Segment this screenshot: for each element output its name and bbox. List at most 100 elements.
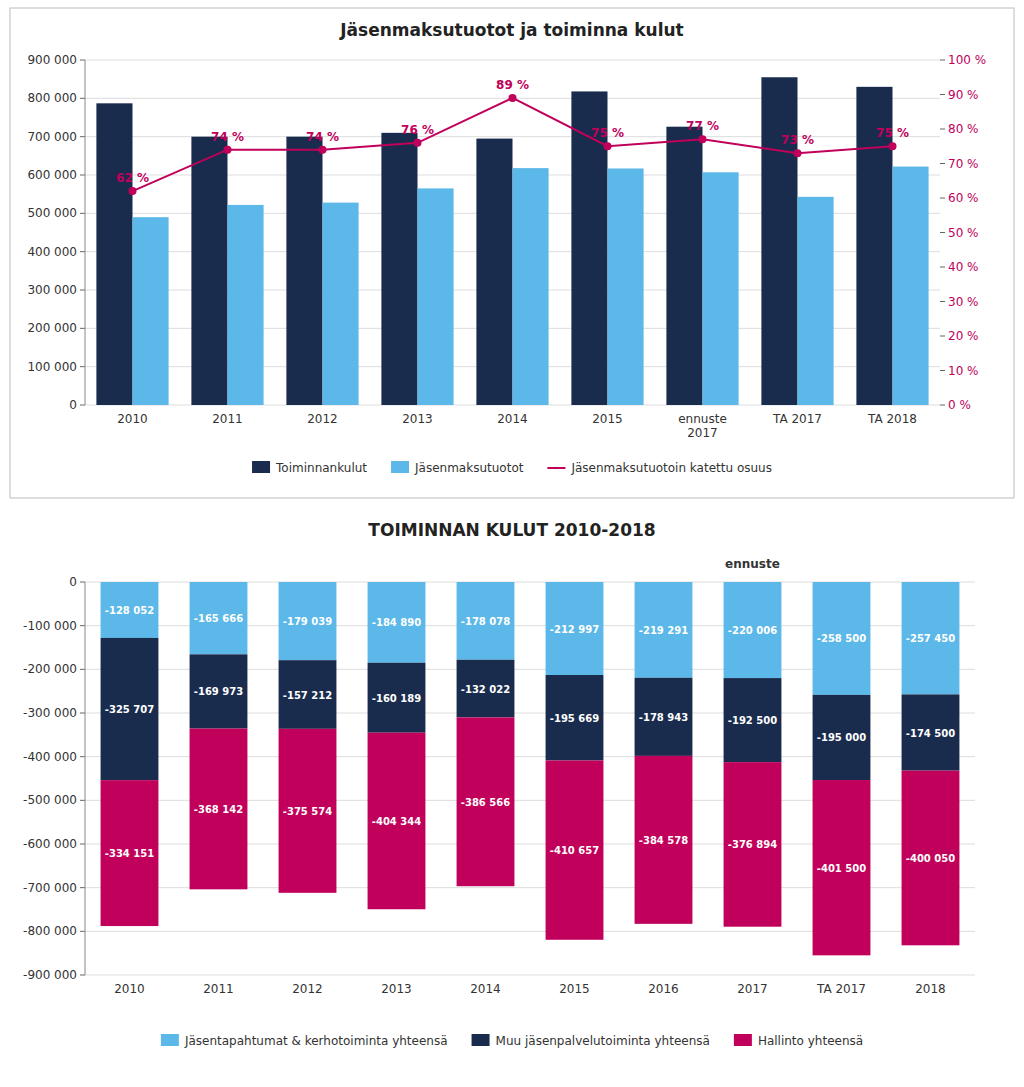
line-marker xyxy=(414,139,422,147)
bar-segment xyxy=(902,582,960,694)
y-tick-label: -200 000 xyxy=(23,662,77,676)
data-label: -128 052 xyxy=(105,605,154,616)
bar xyxy=(666,127,702,405)
bar-segment xyxy=(902,694,960,770)
data-label: 73 % xyxy=(781,133,814,147)
page: Jäsenmaksutuotot ja toiminna kulut0100 0… xyxy=(0,0,1024,1087)
y-tick-label: 100 000 xyxy=(27,360,77,374)
chart-title: TOIMINNAN KULUT 2010-2018 xyxy=(368,520,655,540)
x-tick-label-line: 2011 xyxy=(212,412,243,426)
bar-segment xyxy=(457,582,515,660)
y-tick-label: 900 000 xyxy=(27,53,77,67)
legend-label: Jäsenmaksutuotoin katettu osuus xyxy=(570,461,772,475)
data-label: -334 151 xyxy=(105,848,154,859)
line-marker xyxy=(224,146,232,154)
line-marker xyxy=(604,142,612,150)
x-tick-label-line: 2011 xyxy=(203,982,234,996)
y-tick xyxy=(80,405,85,406)
legend-item: Muu jäsenpalvelutoiminta yhteensä xyxy=(472,1034,710,1048)
y-tick xyxy=(80,366,85,367)
data-label: 75 % xyxy=(591,126,624,140)
x-tick-label-line: 2014 xyxy=(470,982,501,996)
y2-tick xyxy=(940,163,945,164)
y-tick xyxy=(80,98,85,99)
y2-tick xyxy=(940,370,945,371)
bar-segment xyxy=(724,582,782,678)
data-label: -165 666 xyxy=(194,613,243,624)
y-tick xyxy=(80,625,85,626)
bar-segment xyxy=(813,695,871,780)
legend-item: Hallinto yhteensä xyxy=(734,1034,863,1048)
y-tick-label: -700 000 xyxy=(23,881,77,895)
x-tick-label-line: ennuste xyxy=(678,412,727,426)
bar xyxy=(96,103,132,405)
marks xyxy=(96,77,928,405)
bar-segment xyxy=(368,733,426,910)
annotation: ennuste xyxy=(725,557,780,571)
x-tick-label: 2015 xyxy=(592,412,623,426)
legend-item: Jäsentapahtumat & kerhotoiminta yhteensä xyxy=(161,1034,448,1048)
bar-segment xyxy=(101,582,159,638)
y2-tick xyxy=(940,301,945,302)
legend-label: Muu jäsenpalvelutoiminta yhteensä xyxy=(496,1034,710,1048)
y2-tick-label: 70 % xyxy=(948,157,979,171)
y-tick xyxy=(80,713,85,714)
bar-segment xyxy=(279,729,337,893)
bar-segment xyxy=(724,678,782,762)
legend: Toiminnankulut Jäsenmaksutuotot Jäsenmaksu… xyxy=(252,461,772,475)
y-tick xyxy=(80,931,85,932)
x-tick-label: ennuste2017 xyxy=(678,412,727,440)
legend-label: Toiminnankulut xyxy=(275,461,367,475)
data-label: -368 142 xyxy=(194,804,243,815)
x-tick-label: 2014 xyxy=(470,982,501,996)
data-label: -174 500 xyxy=(906,728,955,739)
bar xyxy=(761,77,797,405)
legend: Jäsentapahtumat & kerhotoiminta yhteensä… xyxy=(161,1034,863,1048)
y2-tick xyxy=(940,267,945,268)
bar-segment xyxy=(546,760,604,939)
bar xyxy=(476,139,512,405)
data-label: -157 212 xyxy=(283,690,332,701)
y2-tick-label: 10 % xyxy=(948,364,979,378)
y-tick xyxy=(80,800,85,801)
bar-segment xyxy=(101,638,159,780)
x-tick-label-line: 2018 xyxy=(915,982,946,996)
y2-tick-label: 80 % xyxy=(948,122,979,136)
line-marker xyxy=(319,146,327,154)
legend-item: Toiminnankulut xyxy=(252,461,367,475)
data-label: -220 006 xyxy=(728,625,777,636)
data-label: -401 500 xyxy=(817,863,866,874)
y-tick-label: 400 000 xyxy=(27,245,77,259)
x-tick-label-line: 2013 xyxy=(381,982,412,996)
data-label: -404 344 xyxy=(372,816,421,827)
data-label: -325 707 xyxy=(105,704,154,715)
legend-label: Jäsentapahtumat & kerhotoiminta yhteensä xyxy=(184,1034,448,1048)
y-tick xyxy=(80,213,85,214)
y2-tick-label: 90 % xyxy=(948,88,979,102)
line-marker xyxy=(509,94,517,102)
x-tick-label-line: TA 2017 xyxy=(816,982,866,996)
y-axis: 0100 000200 000300 000400 000500 000600 … xyxy=(27,53,986,412)
x-tick-label: 2013 xyxy=(402,412,433,426)
y2-tick xyxy=(940,336,945,337)
legend-item: Jäsenmaksutuotot xyxy=(391,461,524,475)
data-label: -375 574 xyxy=(283,806,332,817)
legend-swatch xyxy=(161,1034,179,1046)
bar xyxy=(513,168,549,405)
x-tick-label-line: 2015 xyxy=(592,412,623,426)
line-marker xyxy=(794,149,802,157)
y2-tick xyxy=(940,129,945,130)
y-tick-label: -100 000 xyxy=(23,619,77,633)
x-tick-label: 2012 xyxy=(292,982,323,996)
data-label: -178 078 xyxy=(461,616,510,627)
bar-segment xyxy=(279,660,337,729)
x-tick-label: 2016 xyxy=(648,982,679,996)
bar-segment xyxy=(190,729,248,890)
bar-segment xyxy=(635,582,693,678)
y2-tick-label: 60 % xyxy=(948,191,979,205)
data-label: -184 890 xyxy=(372,617,421,628)
bar-segment xyxy=(368,663,426,733)
y-tick-label: 0 xyxy=(69,575,77,589)
bar xyxy=(381,133,417,405)
y-tick xyxy=(80,669,85,670)
